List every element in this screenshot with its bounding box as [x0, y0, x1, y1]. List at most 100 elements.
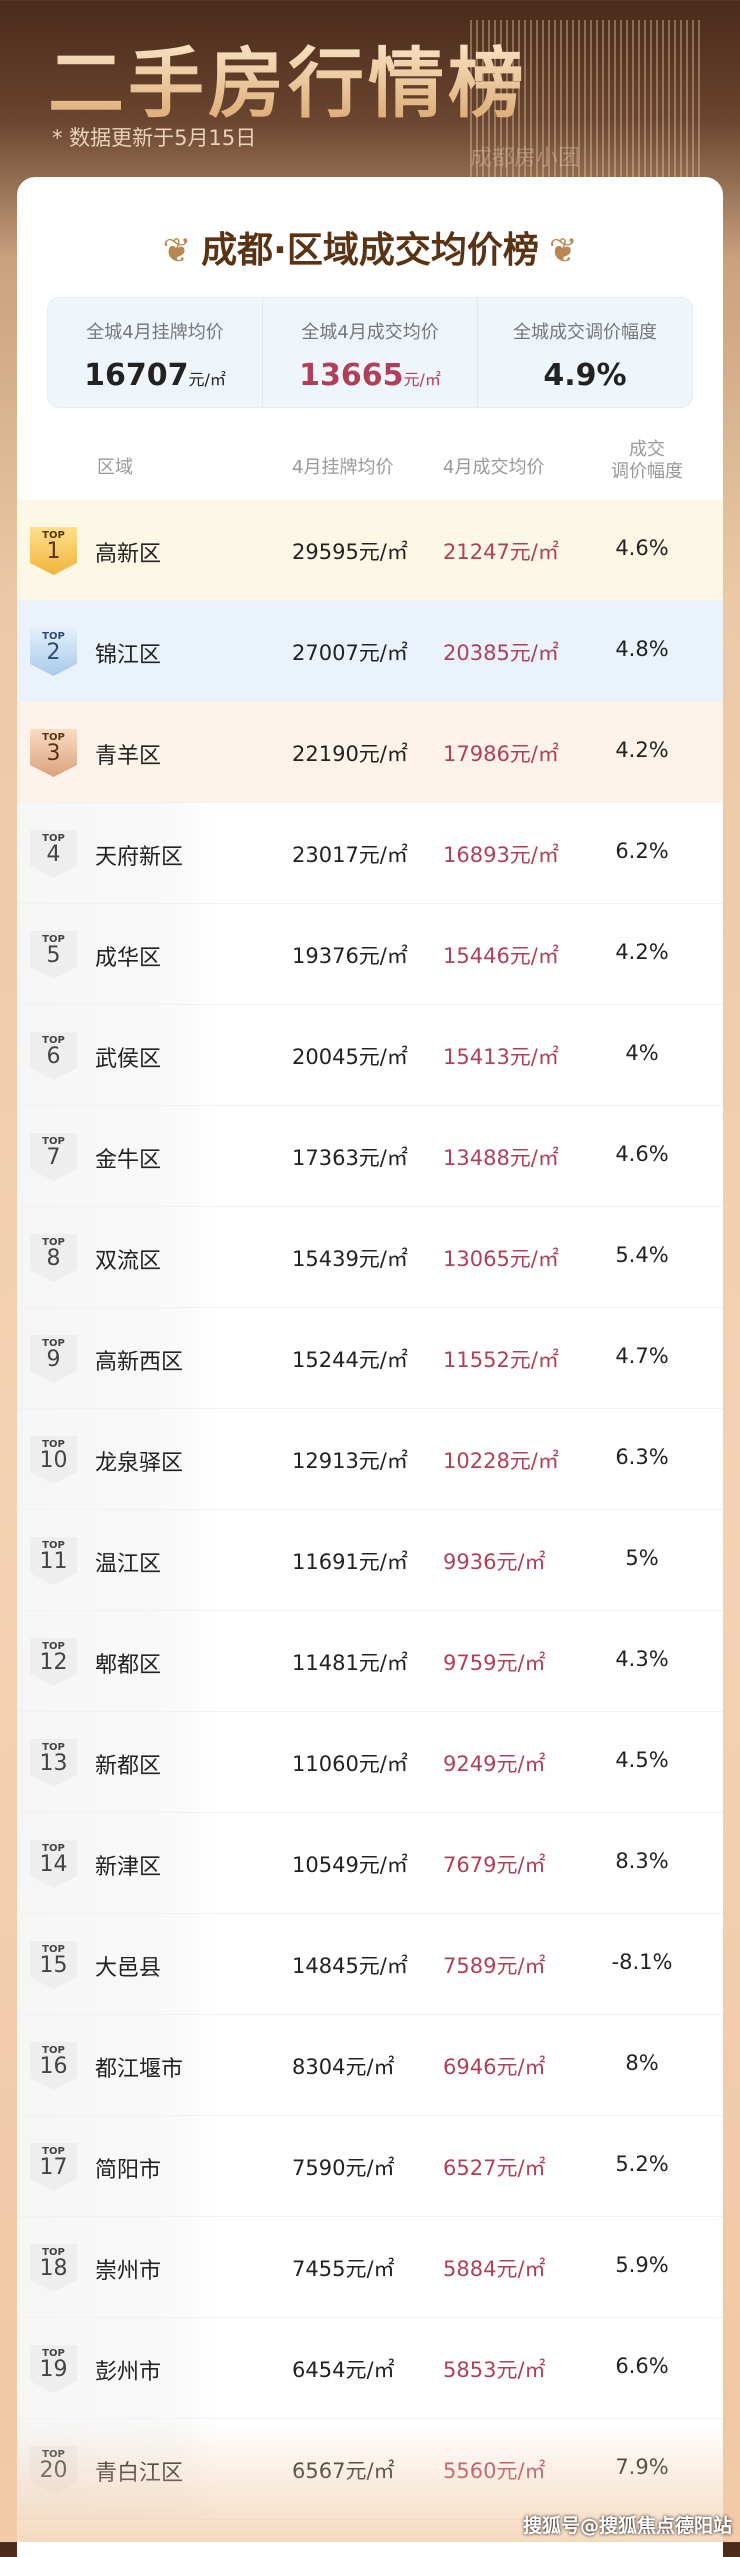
region-name: 大邑县 [95, 1956, 162, 1981]
update-note: * 数据更新于5月15日 [52, 126, 257, 150]
city-summary: 全城4月挂牌均价 16707元/㎡ 全城4月成交均价 13665元/㎡ 全城成交… [47, 297, 693, 408]
listed-price: 7455元/㎡ [292, 2257, 395, 2281]
price-change: 4.7% [615, 1344, 669, 1368]
listed-price: 6454元/㎡ [292, 2358, 395, 2382]
price-change: 5.4% [615, 1243, 669, 1267]
table-row: TOP 8 双流区 15439元/㎡ 13065元/㎡ 5.4% [17, 1207, 723, 1308]
col-listed: 4月挂牌均价 [292, 457, 394, 478]
laurel-right-icon: ❦ [548, 231, 578, 271]
listed-price: 7590元/㎡ [292, 2156, 395, 2180]
rank-badge: TOP 14 [30, 1840, 77, 1888]
region-name: 郫都区 [95, 1653, 162, 1678]
building-decoration [470, 20, 700, 180]
table-row: TOP 11 温江区 11691元/㎡ 9936元/㎡ 5% [17, 1510, 723, 1611]
rank-badge: TOP 3 [30, 729, 77, 777]
price-change: 4.6% [615, 536, 669, 560]
listed-price: 10549元/㎡ [292, 1853, 408, 1877]
bottom-fade [0, 2422, 740, 2542]
rank-badge: TOP 12 [30, 1638, 77, 1686]
region-name: 简阳市 [95, 2158, 162, 2183]
price-change: 6.6% [615, 2354, 669, 2378]
col-change: 成交 调价幅度 [611, 439, 683, 482]
deal-price: 13488元/㎡ [443, 1146, 559, 1170]
summary-listed: 全城4月挂牌均价 16707元/㎡ [48, 298, 263, 407]
source-credit: 搜狐号@搜狐焦点德阳站 [522, 2515, 732, 2537]
price-change: 6.3% [615, 1445, 669, 1469]
deal-price: 16893元/㎡ [443, 843, 559, 867]
price-change: 4.8% [615, 637, 669, 661]
rank-badge: TOP 2 [30, 628, 77, 676]
deal-price: 10228元/㎡ [443, 1449, 559, 1473]
deal-price: 9759元/㎡ [443, 1651, 546, 1675]
table-row: TOP 15 大邑县 14845元/㎡ 7589元/㎡ -8.1% [17, 1914, 723, 2015]
card-title: ❦ 成都·区域成交均价榜 ❦ [162, 230, 578, 271]
price-change: 5% [625, 1546, 659, 1570]
deal-price: 6946元/㎡ [443, 2055, 546, 2079]
table-row: TOP 16 都江堰市 8304元/㎡ 6946元/㎡ 8% [17, 2015, 723, 2116]
table-row: TOP 12 郫都区 11481元/㎡ 9759元/㎡ 4.3% [17, 1611, 723, 1712]
deal-price: 13065元/㎡ [443, 1247, 559, 1271]
listed-price: 15244元/㎡ [292, 1348, 408, 1372]
price-change: 4.6% [615, 1142, 669, 1166]
region-name: 高新区 [95, 542, 162, 567]
table-row: TOP 2 锦江区 27007元/㎡ 20385元/㎡ 4.8% [17, 601, 723, 702]
table-header: 区域 4月挂牌均价 4月成交均价 成交 调价幅度 [17, 439, 723, 489]
table-row: TOP 19 彭州市 6454元/㎡ 5853元/㎡ 6.6% [17, 2318, 723, 2419]
table-row: TOP 4 天府新区 23017元/㎡ 16893元/㎡ 6.2% [17, 803, 723, 904]
table-row: TOP 7 金牛区 17363元/㎡ 13488元/㎡ 4.6% [17, 1106, 723, 1207]
listed-price: 11481元/㎡ [292, 1651, 408, 1675]
region-name: 都江堰市 [95, 2057, 184, 2082]
page-title: 二手房行情榜 [48, 22, 528, 132]
region-name: 新都区 [95, 1754, 162, 1779]
price-change: 5.2% [615, 2152, 669, 2176]
listed-price: 12913元/㎡ [292, 1449, 408, 1473]
region-name: 双流区 [95, 1249, 162, 1274]
region-name: 金牛区 [95, 1148, 162, 1173]
price-change: 4.5% [615, 1748, 669, 1772]
rank-badge: TOP 5 [30, 931, 77, 979]
price-change: 8.3% [615, 1849, 669, 1873]
listed-price: 14845元/㎡ [292, 1954, 408, 1978]
table-row: TOP 18 崇州市 7455元/㎡ 5884元/㎡ 5.9% [17, 2217, 723, 2318]
table-row: TOP 14 新津区 10549元/㎡ 7679元/㎡ 8.3% [17, 1813, 723, 1914]
region-name: 龙泉驿区 [95, 1451, 184, 1476]
price-change: 5.9% [615, 2253, 669, 2277]
listed-price: 11691元/㎡ [292, 1550, 408, 1574]
region-name: 锦江区 [95, 643, 162, 668]
deal-price: 9936元/㎡ [443, 1550, 546, 1574]
table-row: TOP 17 简阳市 7590元/㎡ 6527元/㎡ 5.2% [17, 2116, 723, 2217]
summary-deal: 全城4月成交均价 13665元/㎡ [263, 298, 478, 407]
deal-price: 5853元/㎡ [443, 2358, 546, 2382]
table-row: TOP 9 高新西区 15244元/㎡ 11552元/㎡ 4.7% [17, 1308, 723, 1409]
deal-price: 11552元/㎡ [443, 1348, 559, 1372]
rank-badge: TOP 1 [30, 527, 77, 575]
region-name: 崇州市 [95, 2259, 162, 2284]
price-change: 4.2% [615, 738, 669, 762]
price-change: -8.1% [611, 1950, 673, 1974]
rank-badge: TOP 10 [30, 1436, 77, 1484]
listed-price: 8304元/㎡ [292, 2055, 395, 2079]
deal-price: 7589元/㎡ [443, 1954, 546, 1978]
ranking-card: ❦ 成都·区域成交均价榜 ❦ 全城4月挂牌均价 16707元/㎡ 全城4月成交均价 … [17, 177, 723, 2557]
listed-price: 11060元/㎡ [292, 1752, 408, 1776]
listed-price: 23017元/㎡ [292, 843, 408, 867]
price-change: 6.2% [615, 839, 669, 863]
region-name: 新津区 [95, 1855, 162, 1880]
region-name: 高新西区 [95, 1350, 184, 1375]
region-name: 成华区 [95, 946, 162, 971]
listed-price: 19376元/㎡ [292, 944, 408, 968]
price-change: 4% [625, 1041, 659, 1065]
listed-price: 29595元/㎡ [292, 540, 408, 564]
region-name: 青羊区 [95, 744, 162, 769]
deal-price: 21247元/㎡ [443, 540, 559, 564]
deal-price: 9249元/㎡ [443, 1752, 546, 1776]
listed-price: 15439元/㎡ [292, 1247, 408, 1271]
price-change: 8% [625, 2051, 659, 2075]
col-region: 区域 [97, 457, 133, 478]
deal-price: 20385元/㎡ [443, 641, 559, 665]
price-change: 4.3% [615, 1647, 669, 1671]
laurel-left-icon: ❦ [162, 231, 192, 271]
table-row: TOP 1 高新区 29595元/㎡ 21247元/㎡ 4.6% [17, 500, 723, 601]
price-change: 4.2% [615, 940, 669, 964]
deal-price: 6527元/㎡ [443, 2156, 546, 2180]
